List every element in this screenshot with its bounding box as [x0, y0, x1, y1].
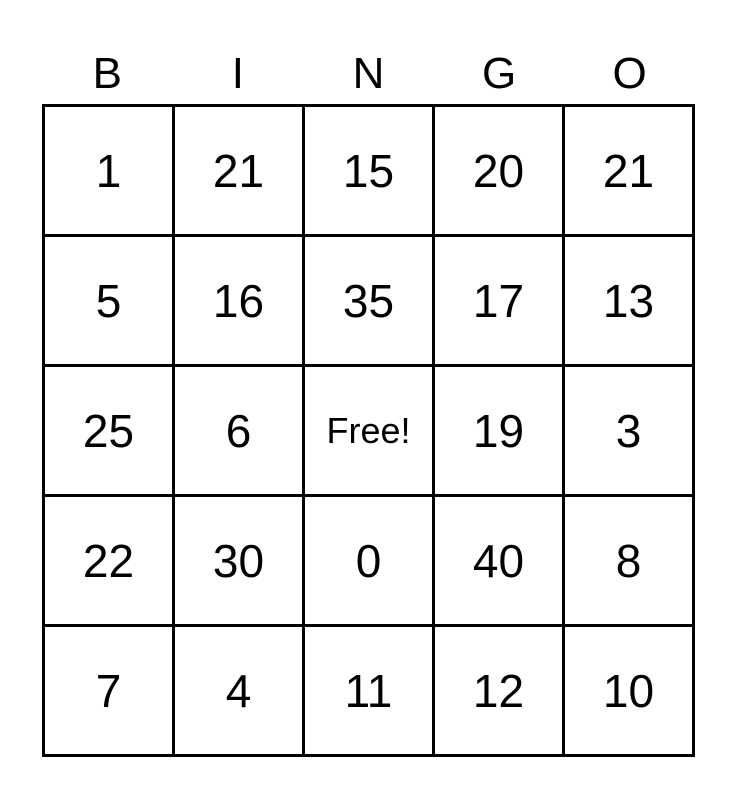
bingo-cell[interactable]: 6 [172, 364, 305, 497]
bingo-cell[interactable]: 3 [562, 364, 695, 497]
bingo-cell[interactable]: 13 [562, 234, 695, 367]
bingo-cell[interactable]: 30 [172, 494, 305, 627]
bingo-cell[interactable]: 12 [432, 624, 565, 757]
bingo-cell[interactable]: 0 [302, 494, 435, 627]
column-header-g: G [481, 49, 517, 98]
bingo-cell[interactable]: 19 [432, 364, 565, 497]
column-header-n: N [352, 49, 385, 98]
bingo-cell[interactable]: 15 [302, 104, 435, 237]
column-header-o: O [612, 49, 647, 98]
bingo-cell[interactable]: 8 [562, 494, 695, 627]
column-header-i: I [231, 49, 244, 98]
bingo-cell[interactable]: 20 [432, 104, 565, 237]
column-header-b: B [92, 49, 122, 98]
grid-row: 22 30 0 40 8 [42, 494, 695, 627]
grid-row: 5 16 35 17 13 [42, 234, 695, 367]
bingo-cell[interactable]: 4 [172, 624, 305, 757]
bingo-cell[interactable]: 7 [42, 624, 175, 757]
bingo-cell[interactable]: 5 [42, 234, 175, 367]
bingo-grid: 1 21 15 20 21 5 16 35 17 13 25 6 Free! 19 3 22 30 0 40 8 7 4 1… [42, 104, 695, 757]
bingo-cell[interactable]: 21 [562, 104, 695, 237]
bingo-cell[interactable]: 25 [42, 364, 175, 497]
bingo-cell[interactable]: 17 [432, 234, 565, 367]
bingo-cell[interactable]: 11 [302, 624, 435, 757]
bingo-cell[interactable]: 35 [302, 234, 435, 367]
bingo-cell[interactable]: 40 [432, 494, 565, 627]
bingo-cell[interactable]: 22 [42, 494, 175, 627]
grid-row: 1 21 15 20 21 [42, 104, 695, 237]
bingo-cell[interactable]: 10 [562, 624, 695, 757]
grid-row: 25 6 Free! 19 3 [42, 364, 695, 497]
free-space-cell[interactable]: Free! [302, 364, 435, 497]
bingo-cell[interactable]: 1 [42, 104, 175, 237]
bingo-cell[interactable]: 16 [172, 234, 305, 367]
grid-row: 7 4 11 12 10 [42, 624, 695, 757]
bingo-cell[interactable]: 21 [172, 104, 305, 237]
